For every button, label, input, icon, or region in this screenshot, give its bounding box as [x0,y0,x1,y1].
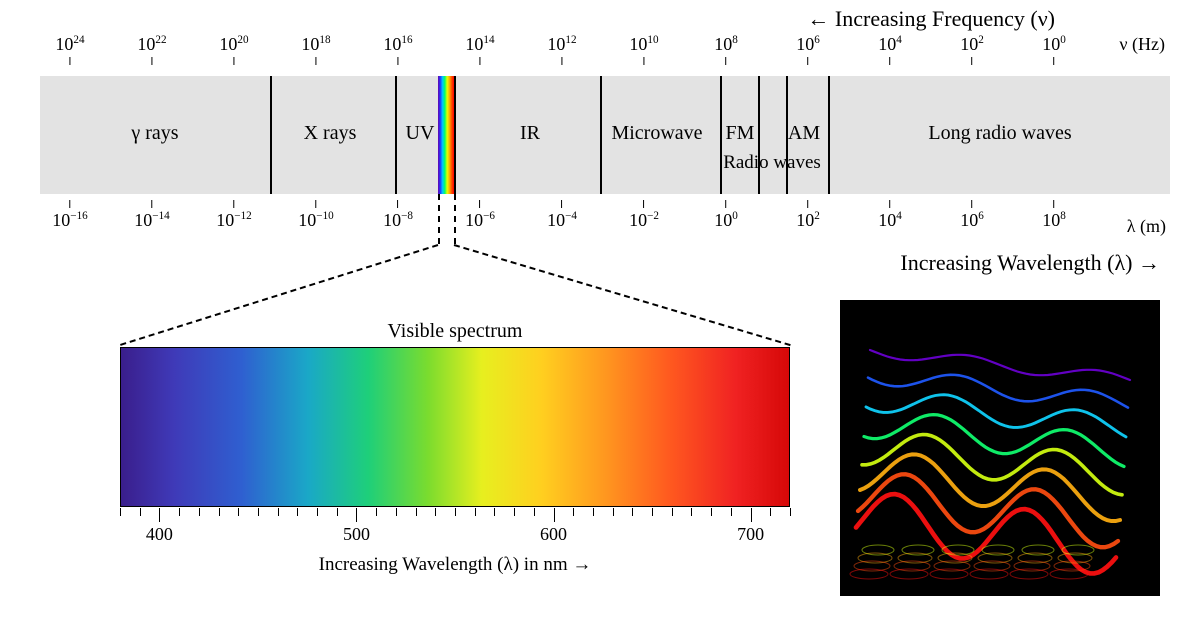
wavelength-tick: 10−8 [383,200,413,231]
visible-tick-label: 400 [146,524,173,545]
frequency-tick: 1022 [137,34,166,65]
frequency-tick: 108 [714,34,738,65]
frequency-tick: 1024 [55,34,84,65]
wavelength-tick: 102 [796,200,820,231]
visible-spectrum-ruler: 400500600700 [120,508,790,536]
spectrum-band: γ rays X rays UV IR Microwave FM AM Long radio … [40,76,1170,194]
frequency-tick: 100 [1042,34,1066,65]
band-sub-divider [786,172,788,194]
band-divider [600,76,602,194]
frequency-tick: 106 [796,34,820,65]
visible-tick-label: 700 [737,524,764,545]
frequency-tick: 1014 [465,34,494,65]
band-divider [395,76,397,194]
wavelength-unit-label: λ (m) [1127,216,1166,237]
wavelength-axis: 10−16 10−14 10−12 10−10 10−8 10−6 10−4 10−2 100 1… [40,200,1140,240]
increasing-wavelength-label: Increasing Wavelength (λ) → [900,250,1160,276]
visible-spectrum-caption: Increasing Wavelength (λ) in nm → [120,554,790,576]
wavelength-tick: 10−12 [216,200,251,231]
band-region-microwave: Microwave [611,122,702,145]
wavelength-tick: 10−6 [465,200,495,231]
band-region-ir: IR [520,122,540,145]
band-divider [270,76,272,194]
wavelength-tick: 108 [1042,200,1066,231]
frequency-tick: 1010 [629,34,658,65]
band-sub-divider [758,172,760,194]
band-divider [454,76,456,194]
frequency-unit-label: ν (Hz) [1119,34,1165,55]
wavelength-tick: 10−14 [134,200,169,231]
band-region-longradio: Long radio waves [928,122,1071,145]
wave-3d-inset [840,300,1160,596]
frequency-tick: 1016 [383,34,412,65]
frequency-tick: 1018 [301,34,330,65]
wavelength-tick: 100 [714,200,738,231]
frequency-tick: 104 [878,34,902,65]
visible-tick-label: 500 [343,524,370,545]
visible-light-strip [438,76,454,194]
band-divider [828,76,830,194]
frequency-tick: 1012 [547,34,576,65]
band-region-xray: X rays [304,122,357,145]
frequency-axis: 1024 1022 1020 1018 1016 1014 1012 1010 108 106 10… [40,34,1140,74]
band-region-am: AM [788,122,820,145]
band-region-uv: UV [406,122,435,145]
frequency-tick: 1020 [219,34,248,65]
visible-tick-label: 600 [540,524,567,545]
wavelength-tick: 10−10 [298,200,333,231]
wavelength-tick: 104 [878,200,902,231]
wavelength-tick: 10−16 [52,200,87,231]
visible-spectrum-title: Visible spectrum [120,320,790,343]
band-radio-sublabel: Radio waves [723,152,821,174]
band-region-gamma: γ rays [131,122,178,145]
visible-spectrum-gradient [120,347,790,507]
band-region-fm: FM [726,122,755,145]
frequency-tick: 102 [960,34,984,65]
wavelength-tick: 106 [960,200,984,231]
band-divider [720,76,722,194]
wavelength-tick: 10−2 [629,200,659,231]
increasing-frequency-label: ← Increasing Frequency (ν) [807,6,1055,32]
visible-spectrum-panel: Visible spectrum 400500600700 Increasing… [120,320,790,576]
wavelength-tick: 10−4 [547,200,577,231]
